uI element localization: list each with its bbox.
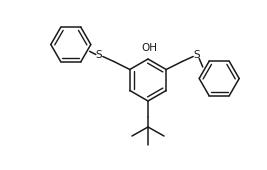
- Text: S: S: [96, 50, 102, 61]
- Text: S: S: [194, 50, 201, 61]
- Text: OH: OH: [141, 43, 157, 53]
